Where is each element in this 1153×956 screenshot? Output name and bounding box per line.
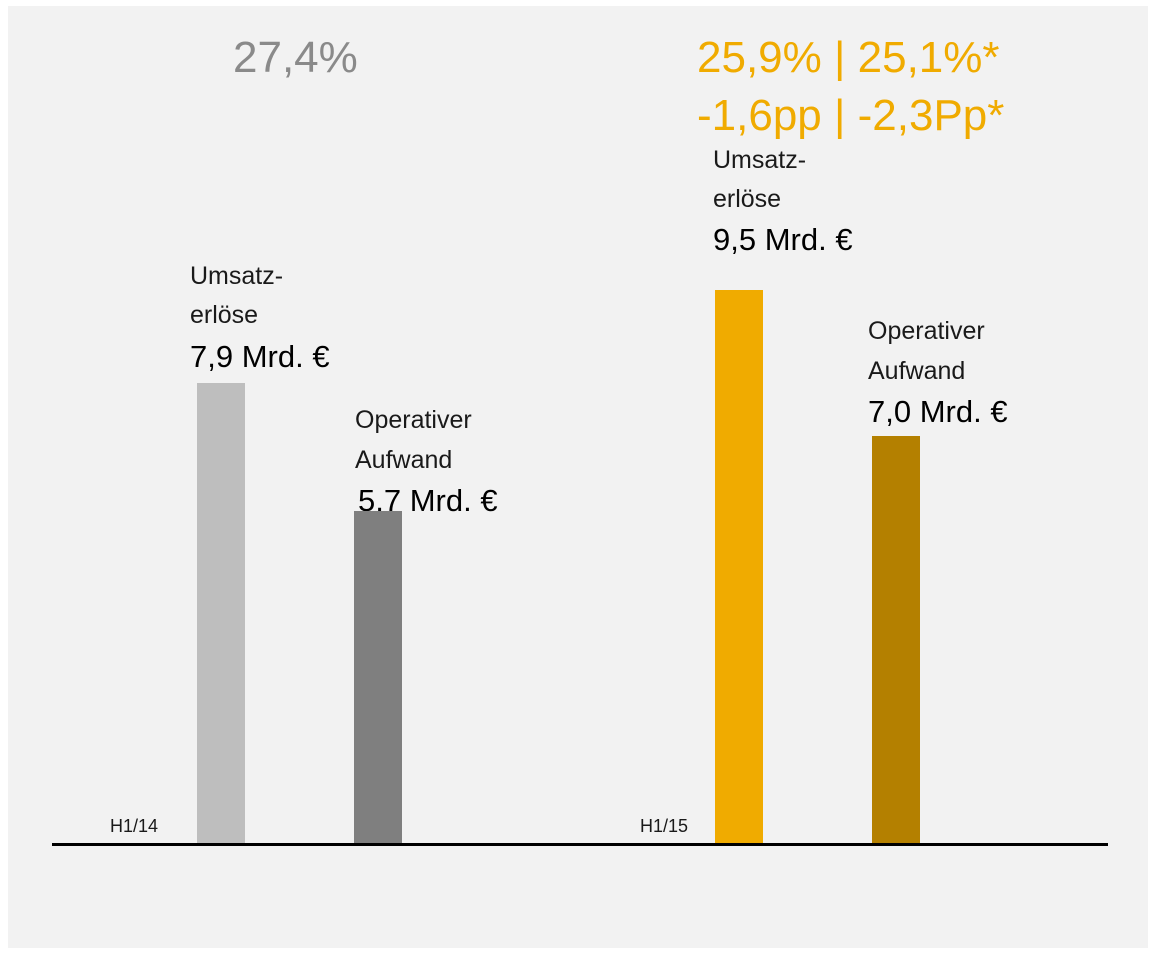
label-opex-h1-15-line1: Operativer (868, 317, 985, 345)
value-revenue-h1-15: 9,5 Mrd. € (713, 222, 853, 257)
value-revenue-h1-14: 7,9 Mrd. € (190, 339, 330, 374)
bar-opex-h1-15 (872, 436, 920, 843)
period-label-h1-15: H1/15 (640, 816, 689, 836)
x-axis-baseline (52, 843, 1108, 846)
label-opex-h1-15-line2: Aufwand (868, 357, 966, 385)
margin-change-h1-15: -1,6pp | -2,3Pp* (697, 91, 1005, 140)
value-opex-h1-14: 5,7 Mrd. € (358, 483, 498, 518)
label-revenue-h1-15-line2: erlöse (713, 185, 782, 213)
label-opex-h1-14-line1: Operativer (355, 406, 472, 434)
label-revenue-h1-14-line2: erlöse (190, 301, 259, 329)
period-label-h1-14: H1/14 (110, 816, 159, 836)
chart-panel (8, 6, 1148, 948)
bar-opex-h1-14 (354, 511, 402, 843)
label-revenue-h1-15-line1: Umsatz- (713, 146, 807, 174)
margin-h1-14: 27,4% (233, 33, 358, 82)
bar-revenue-h1-15 (715, 290, 763, 843)
label-opex-h1-14-line2: Aufwand (355, 446, 453, 474)
bar-revenue-h1-14 (197, 383, 245, 843)
value-opex-h1-15: 7,0 Mrd. € (868, 394, 1008, 429)
margin-h1-15: 25,9% | 25,1%* (697, 33, 1000, 82)
label-revenue-h1-14-line1: Umsatz- (190, 262, 284, 290)
